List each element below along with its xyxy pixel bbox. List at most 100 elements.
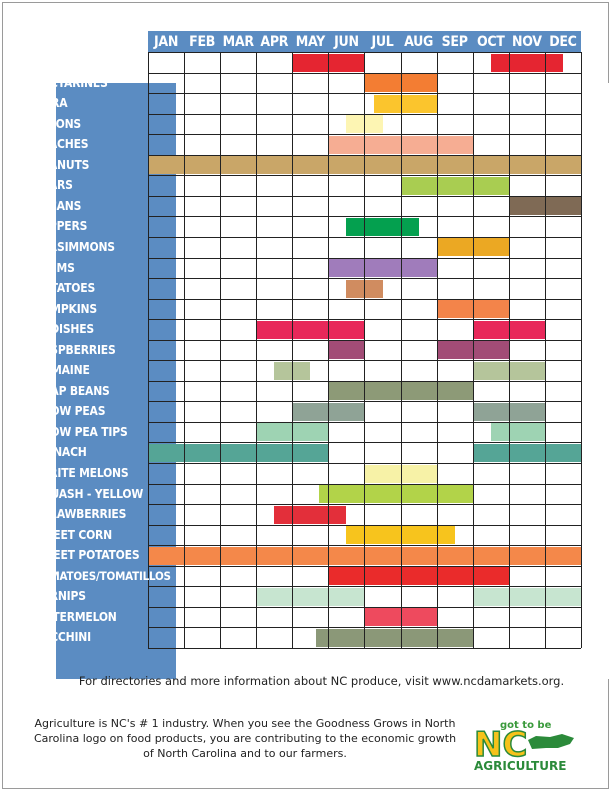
bar-snow-pea-tips-1 xyxy=(490,423,545,442)
grid-hline xyxy=(148,504,581,506)
month-label-jul: JUL xyxy=(371,34,394,50)
produce-label-snow-pea-tips: SNOW PEA TIPS xyxy=(34,424,128,439)
grid-hline xyxy=(148,627,581,629)
grid-hline xyxy=(148,319,581,321)
grid-vline xyxy=(544,52,546,648)
produce-label-okra: OKRA xyxy=(34,96,68,111)
produce-label-onions: ONIONS xyxy=(34,116,82,131)
month-label-aug: AUG xyxy=(404,34,434,50)
produce-label-peanuts: PEANUTS xyxy=(34,157,90,172)
month-label-oct: OCT xyxy=(476,34,505,50)
produce-label-pears: PEARS xyxy=(34,178,73,193)
grid-vline xyxy=(148,52,149,648)
bar-persimmons-0 xyxy=(436,238,509,257)
grid-hline xyxy=(148,72,581,74)
grid-hline xyxy=(148,442,581,444)
produce-label-potatoes: POTATOES xyxy=(34,281,96,296)
month-label-jun: JUN xyxy=(334,34,359,50)
bar-pumpkins-0 xyxy=(436,300,509,319)
grid-vline xyxy=(400,52,402,648)
bar-pears-0 xyxy=(400,176,509,195)
produce-label-spinach: SPINACH xyxy=(34,445,87,460)
produce-label-watermelon: WATERMELON xyxy=(34,609,117,624)
produce-label-tomatoes-tomatillos: TOMATOES/TOMATILLOS xyxy=(34,568,171,583)
grid-hline xyxy=(148,401,581,403)
bar-raspberries-1 xyxy=(436,341,509,360)
month-label-sep: SEP xyxy=(441,34,468,50)
month-label-dec: DEC xyxy=(549,34,577,50)
grid-hline xyxy=(148,339,581,341)
logo-agriculture: AGRICULTURE xyxy=(474,759,566,772)
produce-label-snow-peas: SNOW PEAS xyxy=(34,404,106,419)
grid-hline xyxy=(148,134,581,136)
grid-hline xyxy=(148,483,581,485)
produce-label-napa: NAPA xyxy=(34,55,66,69)
bar-plums-0 xyxy=(328,259,437,277)
bar-squash-yellow-0 xyxy=(319,485,473,504)
info-text: For directories and more information abo… xyxy=(78,674,565,688)
produce-label-radishes: RADISHES xyxy=(34,322,95,337)
grid-hline xyxy=(148,257,581,259)
produce-label-turnips: TURNIPS xyxy=(34,589,86,604)
bar-radishes-0 xyxy=(256,320,365,339)
logo-tagline: got to be xyxy=(500,720,552,731)
grid-hline xyxy=(148,565,581,567)
footer-text: Agriculture is NC's # 1 industry. When y… xyxy=(33,717,457,760)
grid-hline xyxy=(148,195,581,197)
grid-vline xyxy=(364,52,366,648)
produce-label-zucchini: ZUCCHINI xyxy=(34,630,91,645)
grid-hline xyxy=(148,380,581,382)
grid-hline xyxy=(148,52,581,53)
grid-hline xyxy=(148,606,581,608)
produce-label-sprite-melons: SPRITE MELONS xyxy=(34,466,129,480)
grid-vline xyxy=(436,52,438,648)
bar-zucchini-0 xyxy=(315,628,473,647)
grid-hline xyxy=(148,545,581,547)
produce-label-peppers: PEPPERS xyxy=(34,219,88,234)
nc-state-shape-icon xyxy=(528,734,574,749)
month-label-nov: NOV xyxy=(511,34,542,50)
grid-hline xyxy=(148,360,581,362)
grid-vline xyxy=(472,52,474,648)
grid-hline xyxy=(148,278,581,280)
produce-label-plums: PLUMS xyxy=(34,260,75,275)
bar-raspberries-0 xyxy=(328,341,365,360)
grid-vline xyxy=(508,52,510,648)
produce-label-squash-yellow: SQUASH - YELLOW xyxy=(34,486,144,501)
grid-vline xyxy=(292,52,294,648)
grid-hline xyxy=(148,647,581,649)
grid-hline xyxy=(148,93,581,95)
grid-vline xyxy=(220,52,222,648)
bar-turnips-1 xyxy=(472,587,581,606)
nc-agriculture-logo: got to be NC AGRICULTURE xyxy=(470,720,578,772)
grid-hline xyxy=(148,524,581,526)
grid-hline xyxy=(148,154,581,156)
bar-peppers-0 xyxy=(346,217,419,236)
bar-spinach-0 xyxy=(148,443,329,462)
produce-label-snap-beans: SNAP BEANS xyxy=(34,383,110,398)
month-header-row xyxy=(148,31,581,52)
grid-hline xyxy=(148,463,581,464)
produce-label-nectarines: NECTARINES xyxy=(34,75,108,90)
produce-label-raspberries: RASPBERRIES xyxy=(34,342,116,357)
bar-spinach-1 xyxy=(472,443,581,462)
grid-vline xyxy=(184,52,186,648)
grid-vline xyxy=(328,52,330,648)
month-label-may: MAY xyxy=(295,34,325,50)
month-label-apr: APR xyxy=(260,34,289,50)
bar-napa-1 xyxy=(490,53,563,72)
month-label-jan: JAN xyxy=(154,34,179,50)
grid-hline xyxy=(148,586,581,588)
produce-label-sweet-potatoes: SWEET POTATOES xyxy=(34,548,140,563)
produce-label-pecans: PECANS xyxy=(34,198,82,213)
grid-hline xyxy=(148,216,581,218)
grid-vline xyxy=(256,52,258,648)
bar-tomatoes-tomatillos-0 xyxy=(328,567,509,586)
grid-vline xyxy=(580,52,582,648)
produce-label-strawberries: STRAWBERRIES xyxy=(34,507,127,522)
produce-label-sweet-corn: SWEET CORN xyxy=(34,527,113,542)
produce-label-romaine: ROMAINE xyxy=(34,363,90,378)
grid-hline xyxy=(148,421,581,423)
bar-turnips-0 xyxy=(256,587,365,606)
bar-romaine-0 xyxy=(274,361,311,380)
